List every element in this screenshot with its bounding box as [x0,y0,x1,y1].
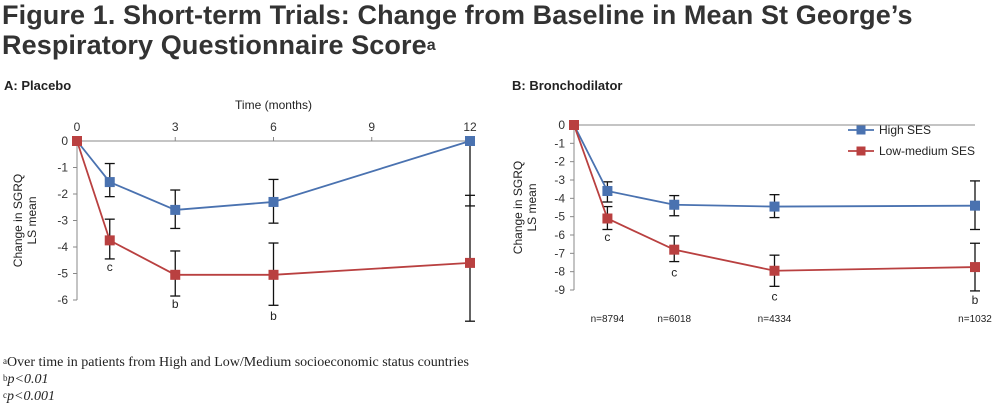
chart-placebo: 0 -1 -2 -3 -4 -5 -6 0 3 6 9 12 Time (months) Change i… [11,98,477,323]
chart-b-significance-label: c [772,289,778,303]
chart-b-series-low-marker [602,213,613,224]
chart-a-series-low-marker [72,136,82,146]
chart-b-sample-size-label: n=4334 [758,314,792,325]
chart-b-y-tick-label: -7 [554,246,565,260]
chart-a-x-tick-label: 0 [74,120,81,134]
chart-a-significance-label: b [172,297,179,311]
chart-b-sample-size-label: n=8794 [591,314,625,325]
chart-a-y-axis-title-line-1: Change in SGRQ [11,174,25,267]
chart-a-series-high-marker [268,196,279,207]
chart-b-series-high-marker [970,200,980,211]
chart-b-series-high-marker [669,199,680,210]
footnote-a-text: Over time in patients from High and Low/… [7,355,469,370]
chart-a-y-axis-title-line-2: LS mean [25,196,39,244]
chart-b-y-tick-label: -3 [554,173,565,187]
chart-a-y-tick-label: -3 [57,214,68,228]
chart-a-y-tick-label: -5 [57,267,68,281]
chart-b-series-low-marker [769,265,780,276]
chart-a-series-low-marker [268,269,279,280]
chart-b-y-tick-label: 0 [558,118,565,132]
figure-title-line-2-text: Respiratory Questionnaire Score [2,30,427,60]
footnote-b-mark: b [3,373,8,383]
chart-b-y-tick-label: -1 [554,136,565,150]
chart-a-y-axis-title: Change in SGRQ LS mean [11,174,39,267]
chart-a-series-low-marker [104,235,115,246]
chart-a-series-high-marker [170,204,181,215]
footnote-a: aOver time in patients from High and Low… [3,354,469,371]
chart-b-legend-label: Low-medium SES [879,144,975,158]
chart-b-series-high-marker [769,201,780,212]
chart-b-legend-marker [856,146,866,156]
chart-b-y-axis-title-line-1: Change in SGRQ [511,161,525,254]
chart-b-series-low-marker [669,244,680,255]
chart-a-significance-label: c [107,260,113,274]
footnote-b: bp<0.01 [3,371,469,388]
chart-a-x-tick-label: 3 [172,120,179,134]
chart-a-series-low-marker [170,269,181,280]
chart-a-series-high-marker [104,177,115,188]
chart-b-significance-label: b [972,293,979,307]
chart-b-y-tick-label: -6 [554,228,565,242]
chart-a-x-tick-label: 9 [368,120,375,134]
chart-b-y-tick-label: -5 [554,210,565,224]
chart-b-sample-size-label: n=1032 [958,314,992,325]
footnote-a-mark: a [3,356,7,366]
footnote-c: cp<0.001 [3,388,469,405]
panel-a-label: A: Placebo [4,78,72,93]
chart-b-series-low-marker [970,262,980,273]
chart-b-significance-label: c [671,266,677,280]
chart-b-y-tick-label: -9 [554,283,565,297]
chart-b-sample-size-label: n=6018 [657,314,691,325]
chart-b-legend-marker [856,125,866,135]
figure-title-superscript: a [426,37,436,54]
chart-a-series-low-marker [465,257,475,268]
chart-b-y-tick-label: -8 [554,265,565,279]
chart-b-significance-label: c [604,230,610,244]
chart-b-y-axis-title-line-2: LS mean [525,183,539,231]
chart-b-y-tick-label: -4 [554,191,565,205]
figure-title-line-1: Figure 1. Short-term Trials: Change from… [2,0,913,30]
footnote-c-text: p<0.001 [7,389,55,404]
footnote-c-mark: c [3,390,7,400]
chart-a-x-tick-label: 12 [463,120,477,134]
chart-b-series-low-marker [569,120,579,130]
chart-a-y-tick-label: 0 [61,134,68,148]
panel-b-label: B: Bronchodilator [512,78,623,93]
chart-bronchodilator: 0 -1 -2 -3 -4 -5 -6 -7 -8 -9 Change in SGRQ LS mean… [511,118,992,325]
chart-b-legend-label: High SES [879,123,931,137]
chart-a-x-tick-label: 6 [270,120,277,134]
chart-a-y-tick-label: -2 [57,187,68,201]
chart-a-significance-label: b [270,309,277,323]
footnote-b-text: p<0.01 [7,372,49,387]
footnotes: aOver time in patients from High and Low… [3,354,469,405]
figure-title: Figure 1. Short-term Trials: Change from… [2,0,992,60]
chart-b-y-axis-title: Change in SGRQ LS mean [511,161,539,254]
figure-title-line-2: Respiratory Questionnaire Scorea [2,30,992,60]
chart-a-x-axis-title: Time (months) [235,98,312,112]
chart-b-y-tick-label: -2 [554,155,565,169]
chart-a-y-tick-label: -6 [57,293,68,307]
chart-b-series-high-marker [602,186,613,196]
chart-a-y-tick-label: -4 [57,240,68,254]
chart-a-series-high-marker [465,136,475,146]
chart-a-y-tick-label: -1 [57,161,68,175]
